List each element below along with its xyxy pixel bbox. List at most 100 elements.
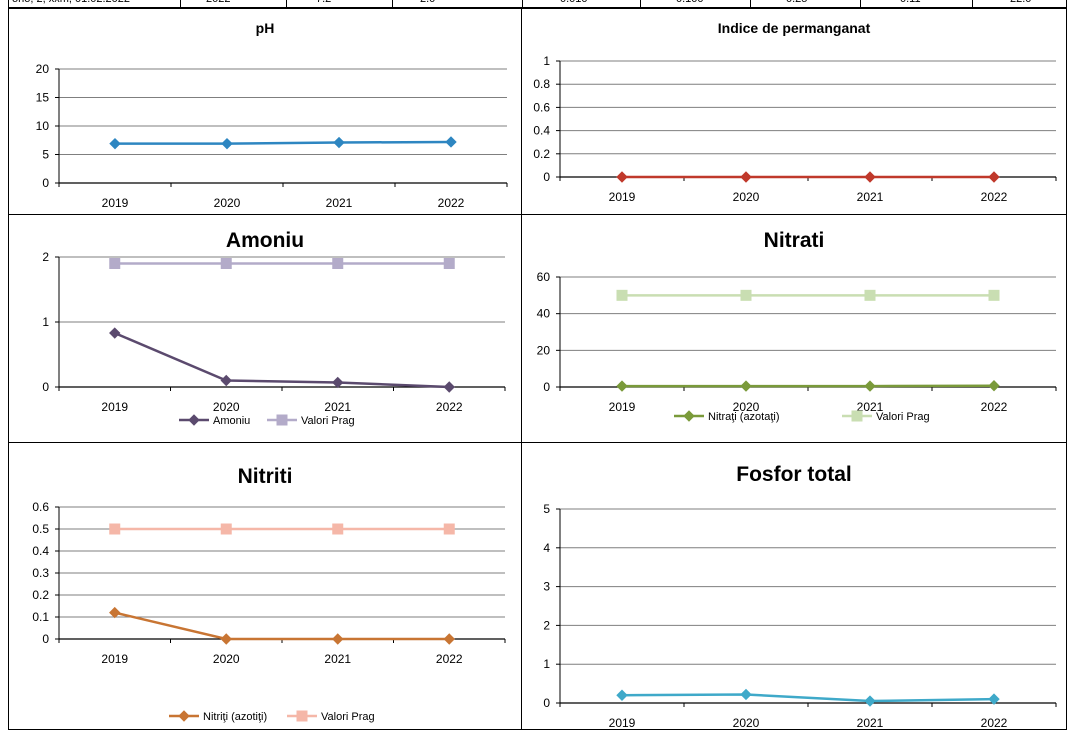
y-tick-label: 0.3 <box>32 566 49 580</box>
chart-title: Amoniu <box>226 229 304 252</box>
table-fragment-cell: 0.11 <box>900 0 921 5</box>
table-fragment-cell: 2022 <box>206 0 230 5</box>
y-tick-label: 0.6 <box>533 100 550 114</box>
y-tick-label: 10 <box>36 119 50 133</box>
series-line <box>115 140 452 145</box>
data-point-marker <box>616 380 628 392</box>
data-point-marker <box>864 695 876 707</box>
data-point-marker <box>221 137 233 150</box>
table-fragment-divider <box>750 0 751 8</box>
chart-panel-nitrati: Nitrati 0 20 40 60 2019 2020 2021 2022 Nitraţi (a… <box>521 214 1067 443</box>
y-tick-label: 0.4 <box>533 124 550 138</box>
table-fragment-divider <box>640 0 641 8</box>
x-tick-label: 2020 <box>214 196 241 210</box>
data-point-marker <box>445 136 457 148</box>
legend-swatch-marker <box>188 414 200 426</box>
data-point-marker <box>332 376 344 389</box>
data-point-marker <box>109 258 121 269</box>
y-tick-label: 5 <box>543 502 550 516</box>
chart-title: pH <box>256 20 275 36</box>
data-point-marker <box>740 171 752 183</box>
chart-title: Indice de permanganat <box>718 20 871 36</box>
data-point-marker <box>443 258 455 269</box>
y-tick-label: 0 <box>42 632 49 646</box>
data-point-marker <box>220 633 232 645</box>
table-fragment-cell: 0.25 <box>786 0 807 5</box>
data-point-marker <box>443 633 455 645</box>
table-fragment-cell: 0.010 <box>560 0 588 5</box>
table-fragment-divider <box>286 0 287 8</box>
data-point-marker <box>864 380 876 392</box>
legend-swatch-marker <box>851 410 863 422</box>
y-tick-label: 4 <box>543 541 550 555</box>
y-tick-label: 5 <box>42 148 49 162</box>
x-tick-label: 2019 <box>609 190 636 204</box>
table-fragment-divider <box>180 0 181 8</box>
data-point-marker <box>109 606 121 619</box>
data-point-marker <box>109 137 121 150</box>
x-tick-label: 2021 <box>324 652 351 666</box>
y-tick-label: 2 <box>543 618 550 632</box>
data-point-marker <box>220 523 232 535</box>
data-point-marker <box>332 523 344 535</box>
chart-svg: Nitrati 0 20 40 60 2019 2020 2021 2022 Nitraţi (a… <box>537 229 1057 423</box>
x-tick-label: 2022 <box>981 400 1008 414</box>
data-point-marker <box>740 289 752 301</box>
chart-title: Fosfor total <box>736 463 852 486</box>
legend-swatch-marker <box>276 414 288 426</box>
y-tick-label: 1 <box>543 657 550 671</box>
x-tick-label: 2019 <box>102 196 129 210</box>
data-point-marker <box>220 258 232 269</box>
data-point-marker <box>443 523 455 535</box>
chart-svg: Fosfor total 0 1 2 3 4 5 2019 2020 2021 2022 <box>543 463 1057 730</box>
x-tick-label: 2022 <box>436 400 463 414</box>
table-fragment-divider <box>522 0 523 8</box>
x-tick-label: 2020 <box>213 652 240 666</box>
y-tick-label: 0.4 <box>32 544 49 558</box>
data-point-marker <box>616 689 628 701</box>
y-tick-label: 0.2 <box>32 588 49 602</box>
y-tick-label: 60 <box>537 270 551 284</box>
legend-swatch-marker <box>178 710 190 722</box>
y-tick-label: 20 <box>537 343 551 357</box>
y-tick-label: 0.2 <box>533 147 550 161</box>
y-tick-label: 1 <box>543 54 550 68</box>
data-point-marker <box>864 171 876 183</box>
y-tick-label: 2 <box>42 250 49 264</box>
data-point-marker <box>220 374 232 387</box>
x-tick-label: 2020 <box>733 190 760 204</box>
data-point-marker <box>443 381 455 393</box>
y-tick-label: 0 <box>543 696 550 710</box>
table-fragment-divider <box>8 0 9 8</box>
chart-panel-nitriti: Nitriti 0 0.1 0.2 0.3 0.4 0.5 0.6 2019 2020 2021 20… <box>8 442 522 730</box>
chart-panel-permanganat: Indice de permanganat 0 0.2 0.4 0.6 0.8 1 2019 2… <box>521 8 1067 215</box>
data-point-marker <box>740 380 752 392</box>
y-tick-label: 0.5 <box>32 522 49 536</box>
y-tick-label: 0.8 <box>533 77 550 91</box>
y-tick-label: 0 <box>42 380 49 394</box>
x-tick-label: 2020 <box>733 716 760 730</box>
x-tick-label: 2021 <box>857 716 884 730</box>
y-tick-label: 0 <box>42 176 49 190</box>
x-tick-label: 2022 <box>981 716 1008 730</box>
x-tick-label: 2022 <box>436 652 463 666</box>
chart-svg: Nitriti 0 0.1 0.2 0.3 0.4 0.5 0.6 2019 2020 2021 20… <box>32 465 506 723</box>
y-tick-label: 0.6 <box>32 500 49 514</box>
data-point-marker <box>988 380 1000 392</box>
series-line <box>621 693 995 703</box>
table-fragment-bottom-rule <box>8 7 1066 8</box>
data-point-marker <box>109 523 121 535</box>
table-fragment-divider <box>860 0 861 8</box>
data-point-marker <box>616 289 628 301</box>
table-fragment-cell: ono, 2, xxm, 01.02.2022 <box>12 0 130 5</box>
y-tick-label: 1 <box>42 315 49 329</box>
x-tick-label: 2020 <box>733 400 760 414</box>
y-tick-label: 3 <box>543 580 550 594</box>
data-point-marker <box>616 171 628 183</box>
table-fragment-cell: 2.0 <box>420 0 435 5</box>
x-tick-label: 2021 <box>857 400 884 414</box>
chart-svg: Amoniu 0 1 2 2019 2020 2021 2022 Amoniu Valori Pr… <box>42 229 506 427</box>
data-point-marker <box>332 258 344 269</box>
legend-label: Nitraţi (azotaţi) <box>708 411 780 423</box>
data-point-marker <box>332 633 344 645</box>
